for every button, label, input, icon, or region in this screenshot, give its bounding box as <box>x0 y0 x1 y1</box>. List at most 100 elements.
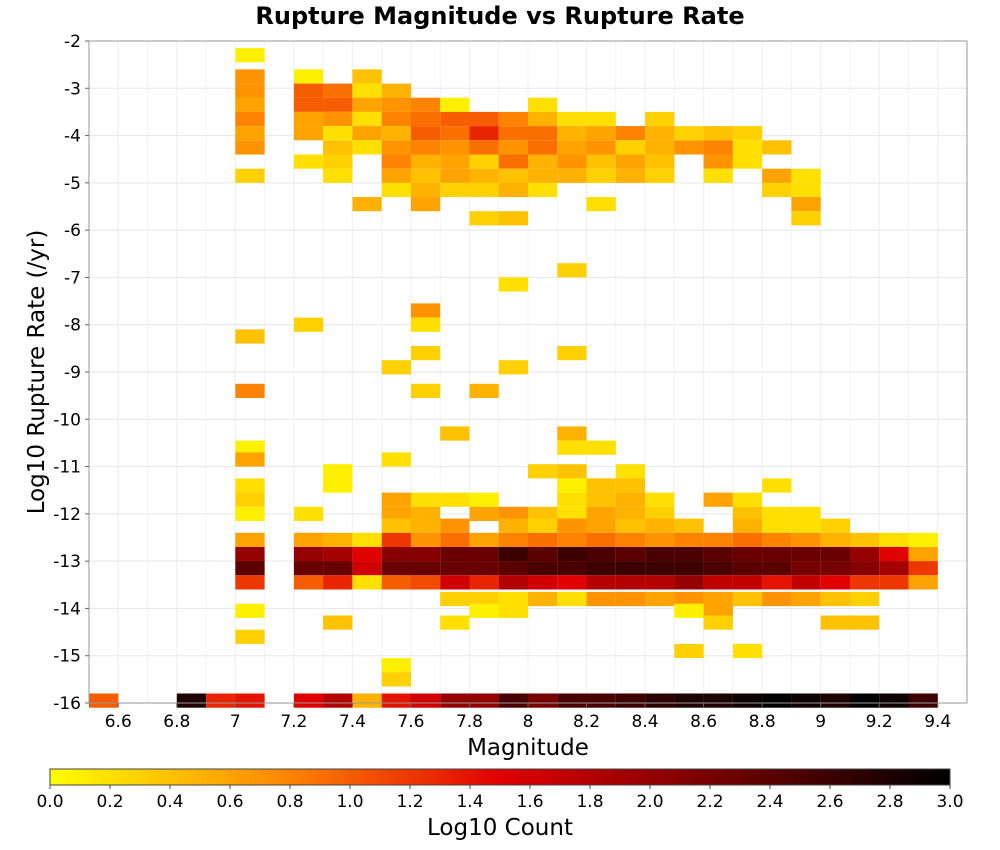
heatmap-cell <box>381 532 411 547</box>
heatmap-cell <box>498 360 528 375</box>
heatmap-cell <box>323 532 353 547</box>
heatmap-cell <box>762 168 792 183</box>
heatmap-cell <box>849 615 880 630</box>
heatmap-cell <box>528 140 558 155</box>
colorbar-tick-label: 0.2 <box>96 792 123 812</box>
heatmap-cell <box>323 693 353 708</box>
heatmap-cell <box>469 126 499 141</box>
heatmap-cell <box>703 615 733 630</box>
heatmap-cell <box>410 111 441 127</box>
heatmap-cell <box>703 168 733 183</box>
heatmap-cell <box>732 154 763 169</box>
heatmap-cell <box>235 126 265 141</box>
heatmap-cell <box>703 140 733 155</box>
heatmap-cell <box>293 126 324 141</box>
heatmap-cell <box>528 154 558 169</box>
colorbar-tick-label: 1.8 <box>576 792 603 812</box>
heatmap-cell <box>791 532 821 547</box>
heatmap-cell <box>352 140 382 155</box>
heatmap-cell <box>615 575 646 590</box>
x-tick-label: 8.8 <box>749 712 776 732</box>
heatmap-cell <box>235 603 265 618</box>
heatmap-cell <box>410 532 441 547</box>
heatmap-cell <box>410 561 441 576</box>
x-tick-label: 9.4 <box>924 712 951 732</box>
x-tick-label: 9.2 <box>866 712 893 732</box>
heatmap-cell <box>469 182 499 198</box>
chart-title: Rupture Magnitude vs Rupture Rate <box>255 2 745 30</box>
heatmap-cell <box>762 506 792 521</box>
heatmap-cell <box>645 575 675 590</box>
heatmap-cell <box>498 168 528 183</box>
heatmap-cell <box>879 575 909 590</box>
heatmap-cell <box>557 426 587 441</box>
heatmap-cell <box>791 547 821 562</box>
x-tick-label: 7.8 <box>456 712 483 732</box>
heatmap-cell <box>381 182 411 198</box>
heatmap-cell <box>615 518 646 533</box>
heatmap-cell <box>235 440 265 455</box>
heatmap-cell <box>293 154 324 169</box>
heatmap-cell <box>557 140 587 155</box>
heatmap-cell <box>615 561 646 576</box>
heatmap-cell <box>615 126 646 141</box>
heatmap-cell <box>879 561 909 576</box>
heatmap-cell <box>791 693 821 708</box>
heatmap-cell <box>440 561 470 576</box>
heatmap-cell <box>820 693 850 708</box>
heatmap-cell <box>586 518 616 533</box>
y-axis-label: Log10 Rupture Rate (/yr) <box>24 230 50 515</box>
heatmap-cell <box>410 154 441 169</box>
heatmap-cell <box>440 693 470 708</box>
heatmap-cell <box>440 154 470 169</box>
heatmap-cell <box>381 575 411 590</box>
heatmap-cell <box>410 383 441 398</box>
heatmap-cell <box>410 547 441 562</box>
heatmap-cell <box>791 591 821 607</box>
heatmap-cell <box>235 492 265 507</box>
heatmap-cell <box>528 464 558 479</box>
heatmap-cell <box>440 532 470 547</box>
heatmap-cell <box>645 561 675 576</box>
heatmap-cell <box>498 518 528 533</box>
heatmap-cell <box>323 464 353 479</box>
y-tick-label: -16 <box>53 694 81 714</box>
heatmap-cell <box>469 561 499 576</box>
heatmap-cell <box>908 575 938 590</box>
heatmap-cell <box>908 693 938 708</box>
heatmap-cell <box>615 168 646 183</box>
heatmap-cell <box>732 591 763 607</box>
heatmap-cell <box>615 693 646 708</box>
heatmap-cell <box>762 693 792 708</box>
heatmap-cell <box>557 575 587 590</box>
heatmap-cell <box>820 561 850 576</box>
heatmap-cell <box>293 693 324 708</box>
heatmap-cell <box>586 197 616 212</box>
heatmap-cell <box>615 506 646 521</box>
heatmap-cell <box>381 518 411 533</box>
heatmap-cell <box>323 111 353 127</box>
y-tick-label: -12 <box>53 505 81 525</box>
heatmap-cell <box>615 464 646 479</box>
heatmap-cell <box>381 547 411 562</box>
heatmap-cell <box>703 126 733 141</box>
heatmap-cell <box>469 492 499 507</box>
x-tick-label: 6.8 <box>163 712 190 732</box>
heatmap-cell <box>235 478 265 493</box>
heatmap-cell <box>645 518 675 533</box>
heatmap-cell <box>557 126 587 141</box>
heatmap-cell <box>206 693 236 708</box>
heatmap-cell <box>381 693 411 708</box>
heatmap-cell <box>498 603 528 618</box>
heatmap-cell <box>586 126 616 141</box>
heatmap-cell <box>440 575 470 590</box>
heatmap-cell <box>674 693 704 708</box>
heatmap-cell <box>732 561 763 576</box>
heatmap-cell <box>732 547 763 562</box>
heatmap-cell <box>849 693 880 708</box>
heatmap-cell <box>440 168 470 183</box>
heatmap-cell <box>762 532 792 547</box>
heatmap-cell <box>557 591 587 607</box>
colorbar-tick-label: 2.2 <box>696 792 723 812</box>
